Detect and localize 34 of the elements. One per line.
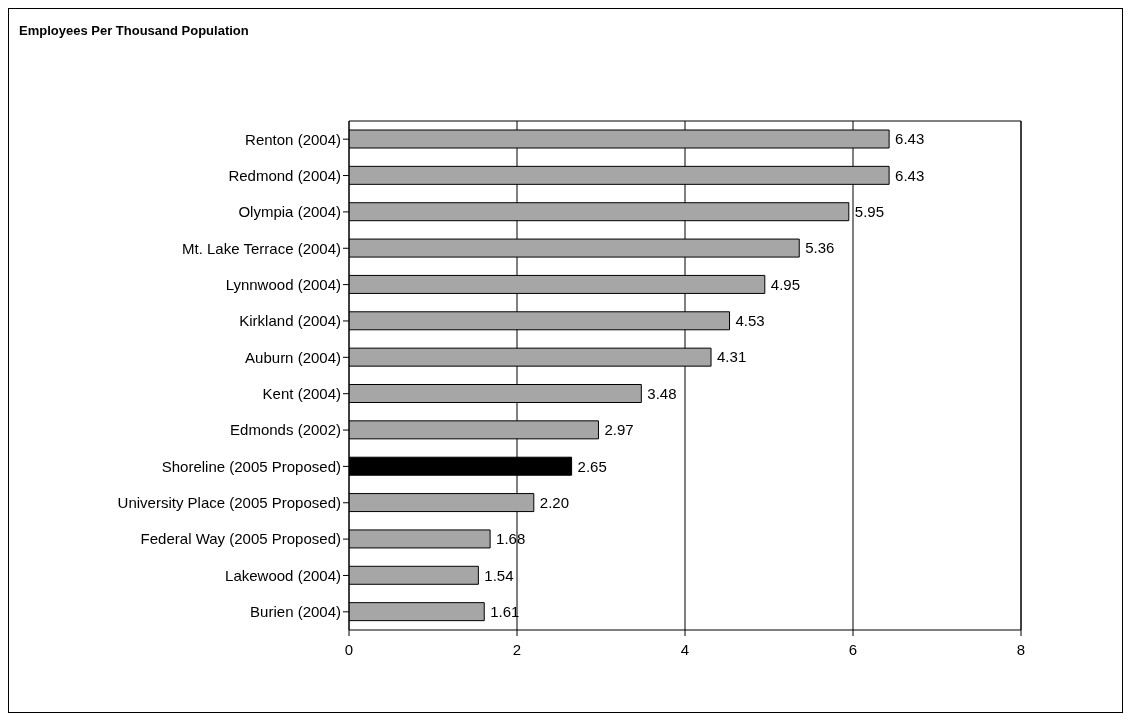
x-tick-label: 4 xyxy=(680,640,690,658)
data-label: 2.65 xyxy=(577,457,607,475)
x-tick-label: 8 xyxy=(1016,640,1026,658)
data-label: 5.36 xyxy=(805,239,835,257)
data-label: 4.53 xyxy=(735,312,765,330)
data-label: 2.20 xyxy=(539,493,569,511)
data-label: 1.61 xyxy=(490,602,520,620)
data-label: 1.54 xyxy=(484,566,514,584)
y-tick-label: University Place (2005 Proposed) xyxy=(117,494,341,512)
data-label: 6.43 xyxy=(895,166,925,184)
x-tick-label: 6 xyxy=(848,640,858,658)
y-tick-label: Federal Way (2005 Proposed) xyxy=(140,530,341,548)
y-tick-label: Shoreline (2005 Proposed) xyxy=(161,457,341,475)
y-tick-label: Kent (2004) xyxy=(262,385,341,402)
y-tick-label: Renton (2004) xyxy=(245,130,341,148)
y-tick-label: Mt. Lake Terrace (2004) xyxy=(182,239,341,257)
y-tick-label: Olympia (2004) xyxy=(238,203,341,221)
data-label: 4.31 xyxy=(717,348,747,366)
data-label: 3.48 xyxy=(647,384,677,402)
data-label: 5.95 xyxy=(854,203,884,221)
x-tick-label: 2 xyxy=(512,640,522,658)
x-tick-label: 0 xyxy=(344,640,354,658)
y-tick-label: Redmond (2004) xyxy=(228,166,341,184)
data-label: 2.97 xyxy=(604,421,634,439)
y-tick-label: Lakewood (2004) xyxy=(225,566,341,584)
y-tick-label: Kirkland (2004) xyxy=(239,312,341,330)
y-tick-label: Lynnwood (2004) xyxy=(225,275,341,293)
data-label: 1.68 xyxy=(496,530,526,548)
y-tick-label: Burien (2004) xyxy=(250,603,341,621)
data-label: 4.95 xyxy=(770,275,800,293)
y-tick-label: Auburn (2004) xyxy=(245,348,341,366)
data-label: 6.43 xyxy=(895,130,925,148)
text: Employees Per Thousand Population xyxy=(19,23,249,38)
y-tick-label: Edmonds (2002) xyxy=(230,421,341,439)
